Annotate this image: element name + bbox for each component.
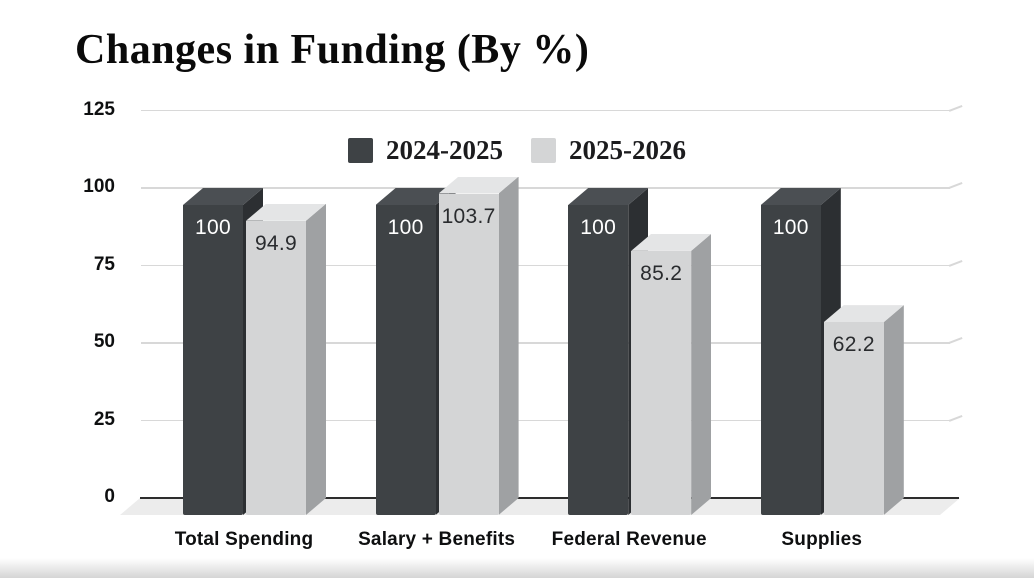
bar-2025-2026-federal-revenue-front[interactable] [631, 250, 692, 515]
legend-label: 2024-2025 [386, 135, 503, 165]
bar-2025-2026-total-spending-side[interactable] [306, 203, 326, 515]
bar-2024-2025-salary-benefits-front[interactable] [375, 205, 436, 515]
bar-2025-2026-federal-revenue-value-label: 85.2 [640, 261, 683, 285]
gridline-tail-50 [948, 337, 963, 344]
y-tick-label-75: 75 [93, 253, 115, 275]
bar-2024-2025-salary-benefits-value-label: 100 [387, 216, 424, 239]
bar-2025-2026-supplies-front[interactable] [823, 322, 884, 515]
bar-2024-2025-federal-revenue-top[interactable] [568, 188, 649, 205]
category-label-total-spending: Total Spending [174, 529, 314, 550]
y-tick-label-125: 125 [83, 98, 115, 120]
chart-legend: 2024-2025 2025-2026 [0, 135, 1034, 166]
bar-2024-2025-federal-revenue-front[interactable] [568, 205, 629, 515]
bar-2025-2026-salary-benefits-top[interactable] [438, 176, 519, 194]
bar-2025-2026-salary-benefits-value-label: 103.7 [441, 204, 496, 228]
bar-2025-2026-supplies-top[interactable] [823, 305, 904, 323]
gridline-tail-125 [948, 104, 963, 112]
legend-item-2024-2025[interactable]: 2024-2025 [348, 135, 503, 166]
legend-item-2025-2026[interactable]: 2025-2026 [531, 135, 686, 166]
bar-2025-2026-total-spending-value-label: 94.9 [254, 231, 298, 255]
bar-2025-2026-federal-revenue-side[interactable] [691, 233, 712, 515]
legend-swatch-icon [531, 138, 556, 163]
y-tick-label-100: 100 [83, 176, 115, 197]
chart-title: Changes in Funding (By %) [75, 27, 590, 73]
gridline-100 [141, 187, 950, 189]
bar-2025-2026-supplies-value-label: 62.2 [832, 333, 875, 357]
y-tick-label-50: 50 [93, 331, 115, 352]
gridline-tail-25 [948, 414, 963, 422]
category-label-supplies: Supplies [781, 529, 863, 550]
bar-2025-2026-salary-benefits-front[interactable] [438, 193, 499, 515]
category-label-salary-benefits: Salary + Benefits [358, 529, 516, 550]
category-label-federal-revenue: Federal Revenue [551, 529, 707, 550]
legend-swatch-icon [348, 138, 373, 163]
bottom-edge-shade [0, 558, 1034, 578]
gridline-125 [141, 109, 950, 112]
gridline-75 [141, 264, 950, 267]
bar-2025-2026-total-spending-front[interactable] [246, 220, 306, 515]
bar-2025-2026-salary-benefits-side[interactable] [498, 176, 519, 515]
bar-2025-2026-supplies-side[interactable] [883, 305, 904, 515]
bar-2024-2025-supplies-top[interactable] [760, 188, 841, 205]
gridline-tail-75 [948, 259, 963, 267]
bar-2025-2026-federal-revenue-top[interactable] [631, 233, 712, 251]
bar-2024-2025-federal-revenue-value-label: 100 [580, 216, 617, 239]
gridline-50 [141, 342, 950, 344]
zero-baseline [140, 496, 959, 499]
bar-2024-2025-salary-benefits-top[interactable] [375, 188, 456, 205]
bar-2024-2025-total-spending-front[interactable] [183, 205, 243, 515]
bar-2024-2025-supplies-value-label: 100 [772, 216, 809, 239]
y-tick-label-0: 0 [104, 486, 115, 507]
bar-2024-2025-total-spending-value-label: 100 [195, 216, 231, 239]
bar-2024-2025-supplies-front[interactable] [760, 205, 821, 515]
legend-label: 2025-2026 [569, 135, 686, 165]
bar-2025-2026-total-spending-top[interactable] [246, 203, 326, 221]
y-tick-label-25: 25 [93, 408, 115, 430]
chart-floor [120, 498, 960, 515]
gridline-tail-100 [948, 182, 963, 189]
bar-2024-2025-total-spending-top[interactable] [183, 188, 263, 205]
gridline-25 [141, 419, 950, 422]
